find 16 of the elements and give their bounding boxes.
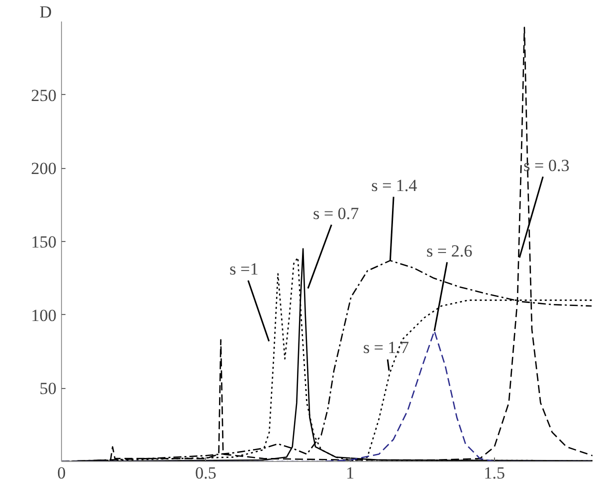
y-tick-label: 100 [31, 306, 56, 325]
x-tick-label: 0.5 [195, 464, 216, 482]
y-tick-label: 150 [31, 232, 56, 252]
x-tick-label: 0 [57, 464, 66, 482]
annotation: s = 0.7 [312, 204, 360, 223]
y-tick-label: 200 [31, 159, 56, 178]
annotation: s =1 [230, 260, 258, 279]
y-axis-title: D [40, 2, 52, 22]
annotation: s = 1.4 [371, 176, 418, 196]
x-tick-label: 1.5 [484, 464, 506, 482]
annotation: s = 1.7 [363, 338, 410, 358]
y-tick-label: 50 [40, 379, 56, 398]
y-tick-label: 250 [31, 86, 56, 105]
annotation: s = 2.6 [426, 241, 472, 260]
annotation: s = 0.3 [524, 156, 570, 176]
x-tick-label: 1 [346, 464, 354, 482]
